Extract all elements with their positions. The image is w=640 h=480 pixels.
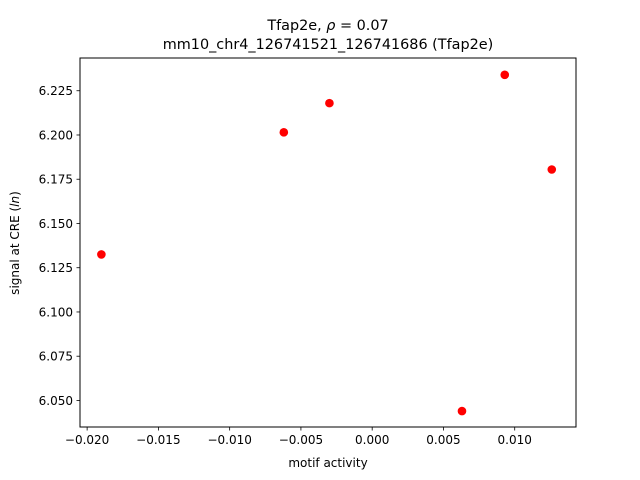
y-tick-label: 6.225	[39, 84, 73, 98]
scatter-point	[279, 128, 289, 137]
y-tick-label: 6.175	[39, 173, 73, 187]
scatter-point	[547, 165, 557, 174]
x-axis-ticks: −0.020 −0.015 −0.010 −0.005 0.000 0.005 0.010	[65, 427, 532, 447]
data-points	[97, 70, 557, 416]
scatter-point	[97, 250, 106, 259]
chart-title-rho-value: = 0.07	[335, 18, 388, 34]
y-axis-ticks: 6.050 6.075 6.100 6.125 6.150 6.175 6.200 6.225	[39, 84, 80, 408]
x-tick-label: 0.010	[498, 433, 532, 447]
scatter-point	[500, 70, 510, 80]
y-tick-label: 6.100	[39, 305, 73, 319]
y-tick-label: 6.050	[39, 394, 73, 408]
y-axis-label: signal at CRE (ln)	[8, 191, 22, 295]
chart-title-rho-symbol: ρ	[326, 18, 335, 34]
y-tick-label: 6.075	[39, 350, 73, 364]
y-axis-label-suffix: )	[8, 191, 22, 196]
chart-title-line-1: Tfap2e, ρ = 0.07	[266, 18, 388, 34]
plot-area-frame	[79, 57, 577, 428]
x-tick-label: −0.020	[65, 433, 109, 447]
x-tick-label: −0.015	[136, 433, 180, 447]
y-axis-label-prefix: signal at CRE (	[8, 207, 22, 295]
scatter-point	[325, 98, 334, 108]
x-axis-label: motif activity	[288, 456, 367, 470]
y-axis-label-unit: ln	[8, 196, 22, 207]
scatter-point	[457, 406, 467, 416]
x-tick-label: 0.000	[355, 433, 389, 447]
x-tick-label: −0.010	[207, 433, 251, 447]
y-tick-label: 6.125	[39, 261, 73, 275]
y-tick-label: 6.200	[39, 128, 73, 142]
y-tick-label: 6.150	[39, 217, 73, 231]
chart-title-prefix: Tfap2e,	[266, 18, 326, 34]
x-tick-label: −0.005	[279, 433, 323, 447]
x-tick-label: 0.005	[426, 433, 460, 447]
chart-title-line-2: mm10_chr4_126741521_126741686 (Tfap2e)	[163, 37, 493, 53]
